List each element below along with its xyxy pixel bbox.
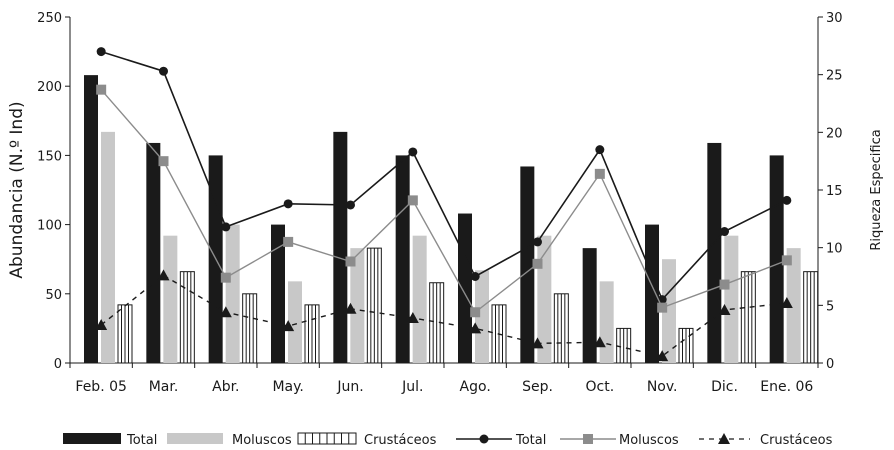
legend-label-moluscos-line: Moluscos <box>619 433 679 448</box>
bar-total <box>271 224 285 363</box>
bar-moluscos <box>288 281 302 363</box>
bar-moluscos <box>662 259 676 363</box>
y-tick-label-left: 50 <box>45 288 62 303</box>
y-axis-title-left: Abundancia (N.º Ind) <box>7 101 27 278</box>
point-crustaceos <box>219 306 232 318</box>
point-moluscos <box>719 279 730 290</box>
point-crustaceos <box>95 318 108 330</box>
x-tick-label: Ago. <box>460 379 491 395</box>
point-moluscos <box>470 307 481 318</box>
y-tick-label-left: 100 <box>37 219 62 234</box>
bar-moluscos <box>599 281 614 363</box>
legend-label-crustaceos-line: Crustáceos <box>760 433 833 448</box>
point-total <box>720 227 729 237</box>
point-total <box>96 47 106 57</box>
point-crustaceos <box>531 337 544 349</box>
y-tick-label-right: 10 <box>826 242 843 257</box>
bar-moluscos <box>475 270 489 363</box>
x-tick-label: Oct. <box>586 379 615 395</box>
x-tick-label: Abr. <box>212 379 239 395</box>
x-tick-label: Nov. <box>647 379 678 395</box>
bar-total <box>84 75 98 364</box>
bar-total <box>645 224 659 363</box>
point-total <box>283 199 293 209</box>
point-crustaceos <box>469 322 482 334</box>
y-tick-label-left: 0 <box>54 357 62 372</box>
line-total <box>100 50 788 302</box>
point-moluscos <box>594 168 605 179</box>
x-tick-label: Jul. <box>401 379 423 395</box>
point-total <box>159 66 168 76</box>
x-tick-label: Jun. <box>336 379 363 395</box>
point-crustaceos <box>282 320 295 332</box>
legend-marker-moluscos <box>583 434 593 444</box>
point-moluscos <box>345 256 356 267</box>
line-crustaceos <box>100 274 787 357</box>
legend-label-total-bar: Total <box>126 433 157 448</box>
bar-moluscos <box>101 131 115 363</box>
point-total <box>408 147 418 157</box>
point-total <box>221 222 231 232</box>
y-axis-title-right: Riqueza Especifica <box>869 129 884 250</box>
bar-moluscos <box>724 235 739 363</box>
bar-total <box>333 131 348 363</box>
point-moluscos <box>407 195 418 206</box>
bar-total <box>707 142 722 363</box>
point-crustaceos <box>656 350 669 362</box>
x-tick-label: Dic. <box>711 379 738 395</box>
y-tick-label-right: 5 <box>826 299 834 314</box>
legend-swatch-moluscos-bar <box>167 433 223 444</box>
y-tick-label-right: 30 <box>826 11 843 26</box>
point-crustaceos <box>157 269 170 281</box>
y-tick-label-right: 0 <box>826 357 834 372</box>
legend-label-moluscos-bar: Moluscos <box>232 433 292 448</box>
x-tick-label: Feb. 05 <box>75 379 127 395</box>
bar-total <box>520 166 535 363</box>
point-total <box>595 145 605 155</box>
bar-moluscos <box>163 235 178 363</box>
bar-total <box>458 213 472 363</box>
point-crustaceos <box>718 303 731 315</box>
y-tick-label-left: 250 <box>37 11 62 26</box>
x-tick-label: Sep. <box>522 379 553 395</box>
bar-total <box>146 142 161 363</box>
point-total <box>470 272 480 281</box>
y-tick-label-left: 200 <box>37 80 62 95</box>
bar-total <box>769 155 784 363</box>
point-moluscos <box>96 84 107 95</box>
legend-label-crustaceos-bar: Crustáceos <box>364 433 437 448</box>
point-moluscos <box>158 156 169 167</box>
point-crustaceos <box>406 312 419 324</box>
bar-total <box>395 155 410 363</box>
line-moluscos <box>100 89 788 314</box>
y-tick-label-right: 15 <box>826 184 843 199</box>
y-tick-label-right: 20 <box>826 126 843 141</box>
bar-moluscos <box>412 235 427 363</box>
point-total <box>782 195 792 205</box>
bar-moluscos <box>350 248 365 363</box>
legend-marker-crustaceos <box>718 433 730 444</box>
bar-moluscos <box>786 248 801 363</box>
point-total <box>346 200 355 210</box>
legend-marker-total <box>479 434 489 444</box>
x-tick-label: Ene. 06 <box>760 379 813 395</box>
point-crustaceos <box>780 297 793 309</box>
point-moluscos <box>532 258 543 269</box>
y-tick-label-right: 25 <box>826 69 843 84</box>
point-moluscos <box>781 255 792 266</box>
point-moluscos <box>657 302 668 313</box>
legend-label-total-line: Total <box>515 433 546 448</box>
point-crustaceos <box>344 302 357 314</box>
point-total <box>533 237 542 247</box>
point-moluscos <box>283 236 294 247</box>
x-tick-label: May. <box>272 379 303 395</box>
point-moluscos <box>220 272 231 283</box>
legend-swatch-total-bar <box>63 433 121 444</box>
point-crustaceos <box>593 336 606 348</box>
bar-total <box>582 248 597 363</box>
y-tick-label-left: 150 <box>37 149 62 164</box>
bar-moluscos <box>225 224 240 363</box>
x-tick-label: Mar. <box>149 379 179 395</box>
